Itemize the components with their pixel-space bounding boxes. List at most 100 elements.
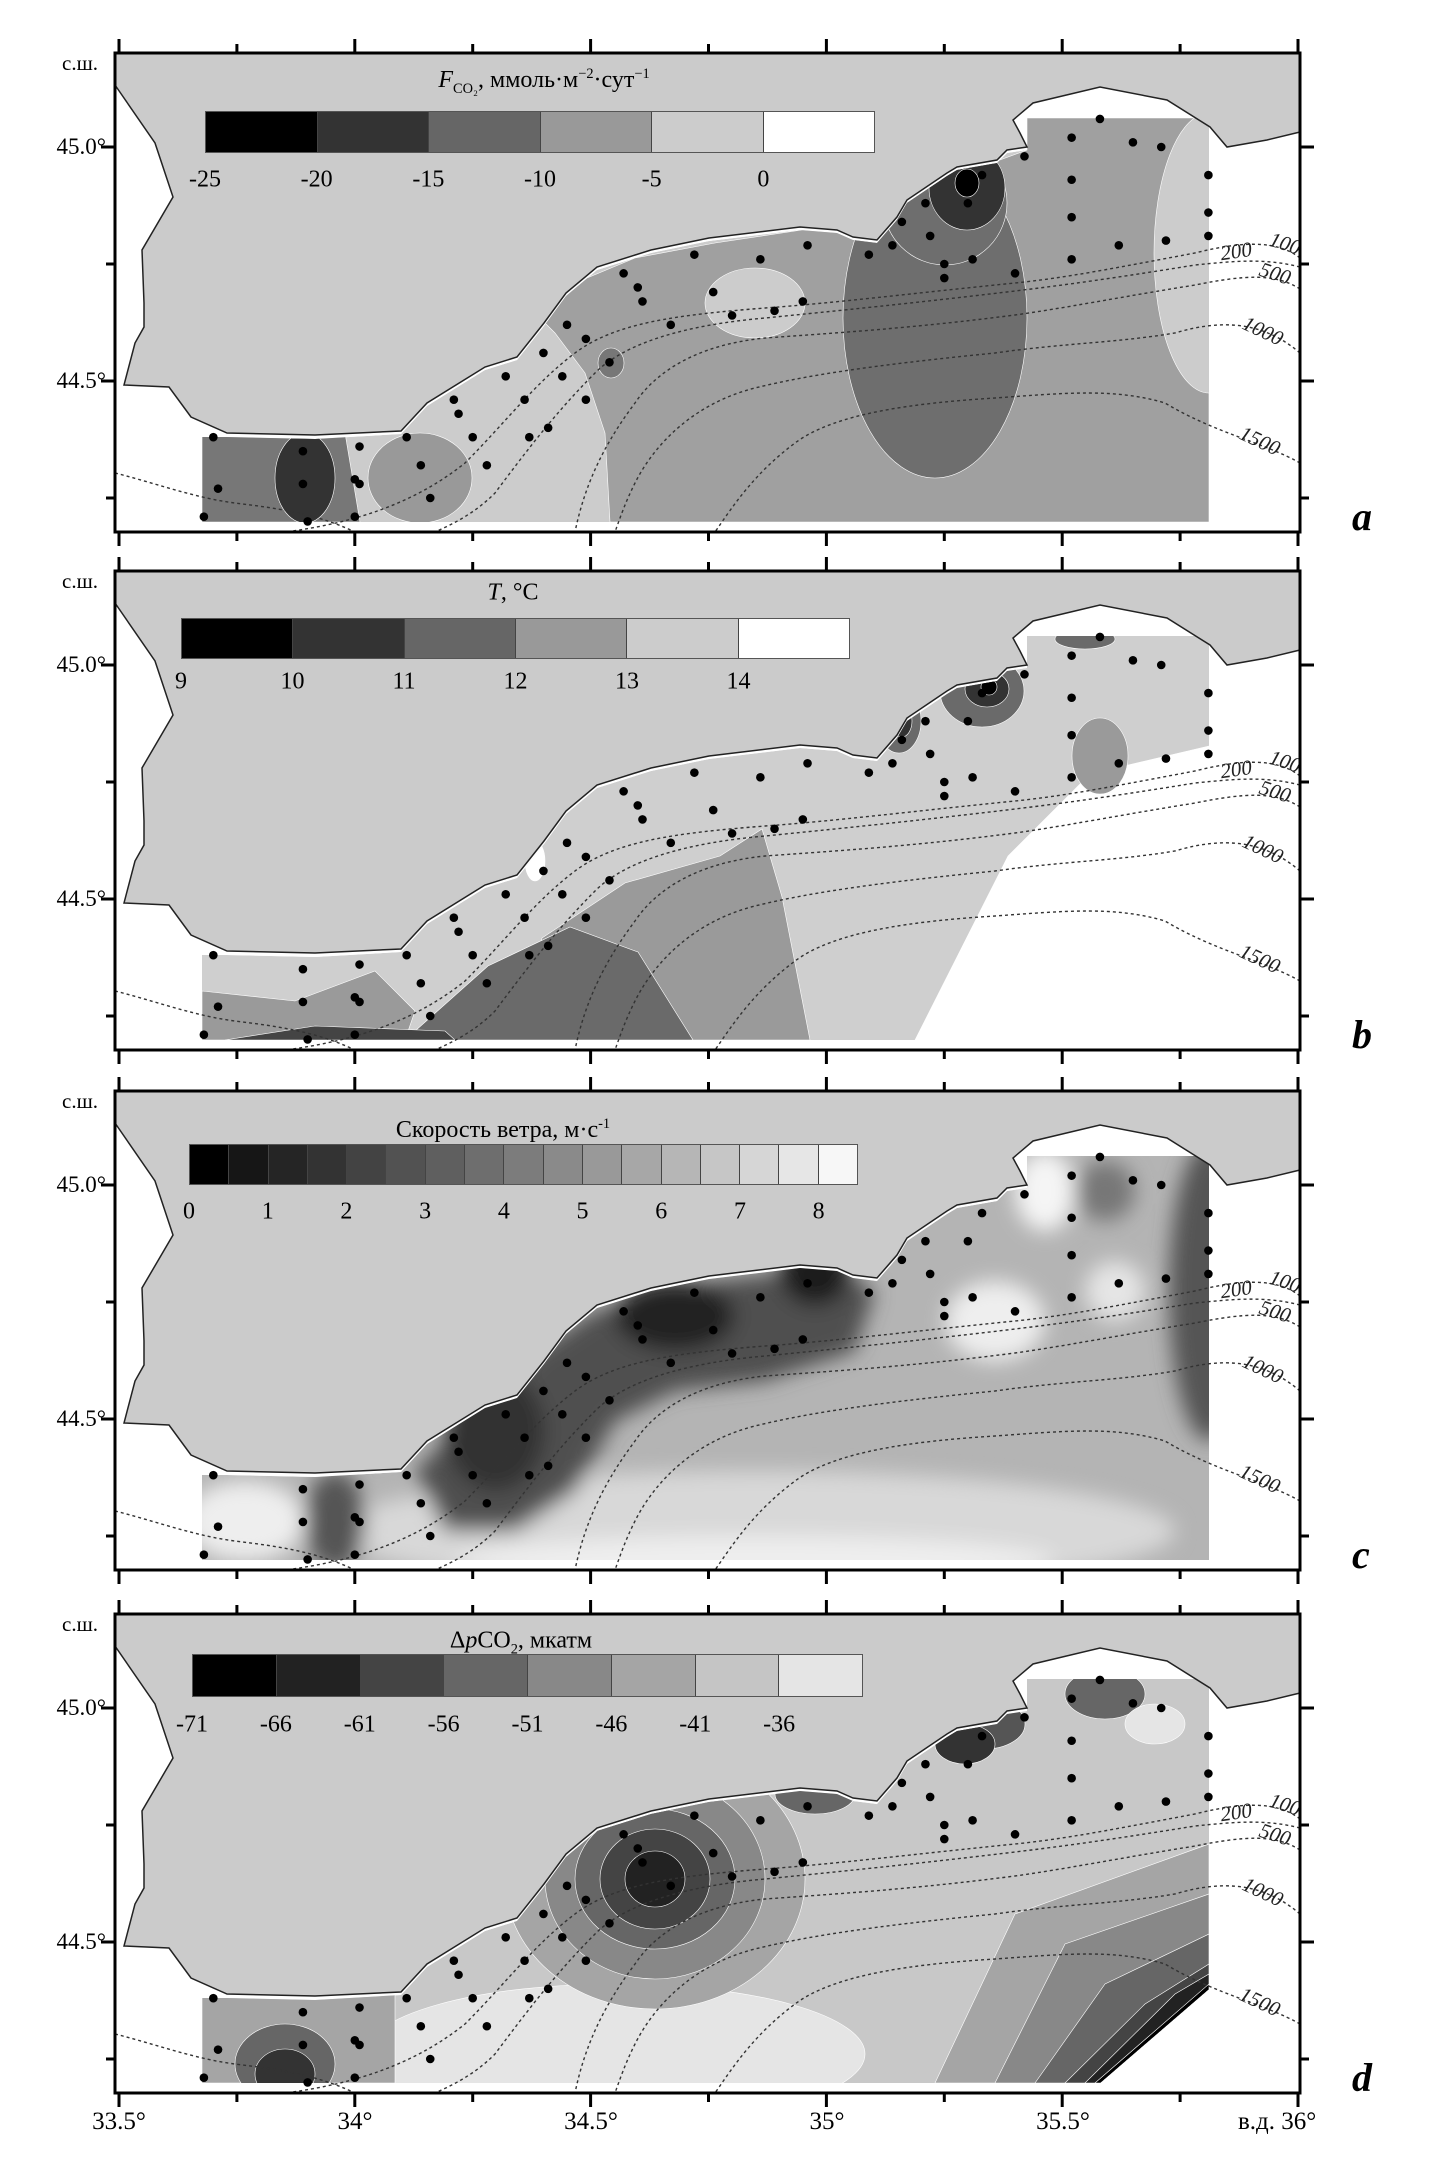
station-marker <box>1156 142 1166 152</box>
station-marker <box>416 460 426 470</box>
station-marker <box>449 1433 459 1443</box>
legend-swatch <box>268 1145 308 1184</box>
contour-fill <box>1075 1161 1135 1221</box>
station-marker <box>298 1484 308 1494</box>
station-marker <box>1161 1274 1171 1283</box>
legend-tick-label: -41 <box>679 1711 712 1738</box>
legend-swatch <box>740 1145 780 1184</box>
isobath-line <box>284 243 1301 533</box>
legend-swatch <box>622 1145 662 1184</box>
contour-fill <box>202 1481 305 1560</box>
legend-tick-label: 8 <box>812 1198 825 1225</box>
station-marker <box>1010 269 1020 278</box>
station-marker <box>1161 236 1171 245</box>
station-marker <box>539 1909 548 1919</box>
station-marker <box>940 1820 949 1830</box>
station-marker <box>425 1531 435 1541</box>
station-marker <box>1161 754 1171 763</box>
station-marker <box>1067 773 1076 782</box>
station-marker <box>888 1801 897 1811</box>
legend-title-part: Δ <box>449 1627 466 1654</box>
legend-title-part: CO <box>477 1627 511 1654</box>
station-marker <box>416 978 426 988</box>
station-marker <box>425 493 435 503</box>
isobath-line <box>114 472 356 533</box>
station-marker <box>581 1956 591 1966</box>
station-marker <box>925 231 935 241</box>
station-marker <box>770 1344 779 1354</box>
station-marker <box>727 829 737 838</box>
legend-title-part: , ммоль·м <box>478 67 579 94</box>
station-marker <box>798 1335 808 1344</box>
station-marker <box>803 1278 812 1288</box>
legend-swatch <box>611 1655 696 1696</box>
station-marker <box>940 273 949 283</box>
legend-tick-label: 12 <box>503 668 528 695</box>
legend-tick-label: 9 <box>175 668 187 695</box>
station-marker <box>1067 133 1076 142</box>
station-marker <box>539 1386 548 1396</box>
station-marker <box>454 927 463 937</box>
contour-fill <box>202 636 1209 1040</box>
legend-swatch <box>317 112 429 152</box>
legend-tick-label: -10 <box>524 166 556 193</box>
station-marker <box>581 1372 591 1382</box>
station-marker <box>402 432 411 442</box>
station-marker <box>520 1956 529 1966</box>
station-marker <box>1010 1307 1020 1316</box>
station-marker <box>921 198 930 208</box>
legend-title-part: ·сут <box>593 67 635 94</box>
legend-swatch <box>347 1145 387 1184</box>
station-marker <box>798 1858 808 1867</box>
legend-tick-label: -71 <box>176 1711 208 1738</box>
station-marker <box>1114 1278 1124 1288</box>
station-marker <box>619 787 628 796</box>
contour-fill <box>1054 636 1116 650</box>
lat-tick-label: 44.5° <box>56 368 106 393</box>
station-marker <box>449 1956 459 1966</box>
station-marker <box>1114 240 1124 250</box>
station-marker <box>355 2040 364 2050</box>
legend-tick-label: -5 <box>641 166 662 193</box>
station-marker <box>1067 1773 1076 1783</box>
station-marker <box>925 1792 935 1802</box>
station-marker <box>581 1895 591 1905</box>
station-marker <box>468 950 478 960</box>
station-marker <box>1204 1246 1213 1255</box>
panel-letter: d <box>1352 2055 1372 2100</box>
station-marker <box>619 269 628 278</box>
isobath-label: 200 <box>1219 237 1254 265</box>
station-marker <box>558 372 567 381</box>
legend-swatch <box>652 112 764 152</box>
station-marker <box>638 1335 647 1344</box>
lat-tick-label: 45.0° <box>56 1172 106 1197</box>
isobath-line <box>114 2033 356 2094</box>
station-marker <box>355 997 364 1007</box>
lon-tick-label: 35° <box>809 2108 845 2135</box>
station-marker <box>449 395 459 405</box>
lon-tick-label: 34.5° <box>564 2108 618 2135</box>
legend-swatch <box>293 619 405 658</box>
station-marker <box>482 978 492 988</box>
station-marker <box>543 1984 553 1994</box>
legend-tick-label: 11 <box>392 668 416 695</box>
station-marker <box>209 950 218 960</box>
station-marker <box>940 259 949 269</box>
station-marker <box>770 306 779 316</box>
station-marker <box>727 1349 737 1358</box>
station-marker <box>708 1325 718 1335</box>
station-marker <box>963 1759 973 1769</box>
station-marker <box>454 1447 463 1457</box>
contour-fill <box>202 970 416 1040</box>
station-marker <box>1204 1731 1213 1741</box>
contour-field <box>202 1679 1209 2083</box>
lat-tick-label: 44.5° <box>56 886 106 911</box>
station-marker <box>963 1236 973 1246</box>
station-marker <box>1095 632 1105 642</box>
lon-tick-label: 35.5° <box>1036 2108 1090 2135</box>
legend-colorbar <box>181 618 850 659</box>
station-marker <box>638 1858 647 1867</box>
legend-tick-label: -15 <box>412 166 445 193</box>
station-marker <box>897 217 907 227</box>
